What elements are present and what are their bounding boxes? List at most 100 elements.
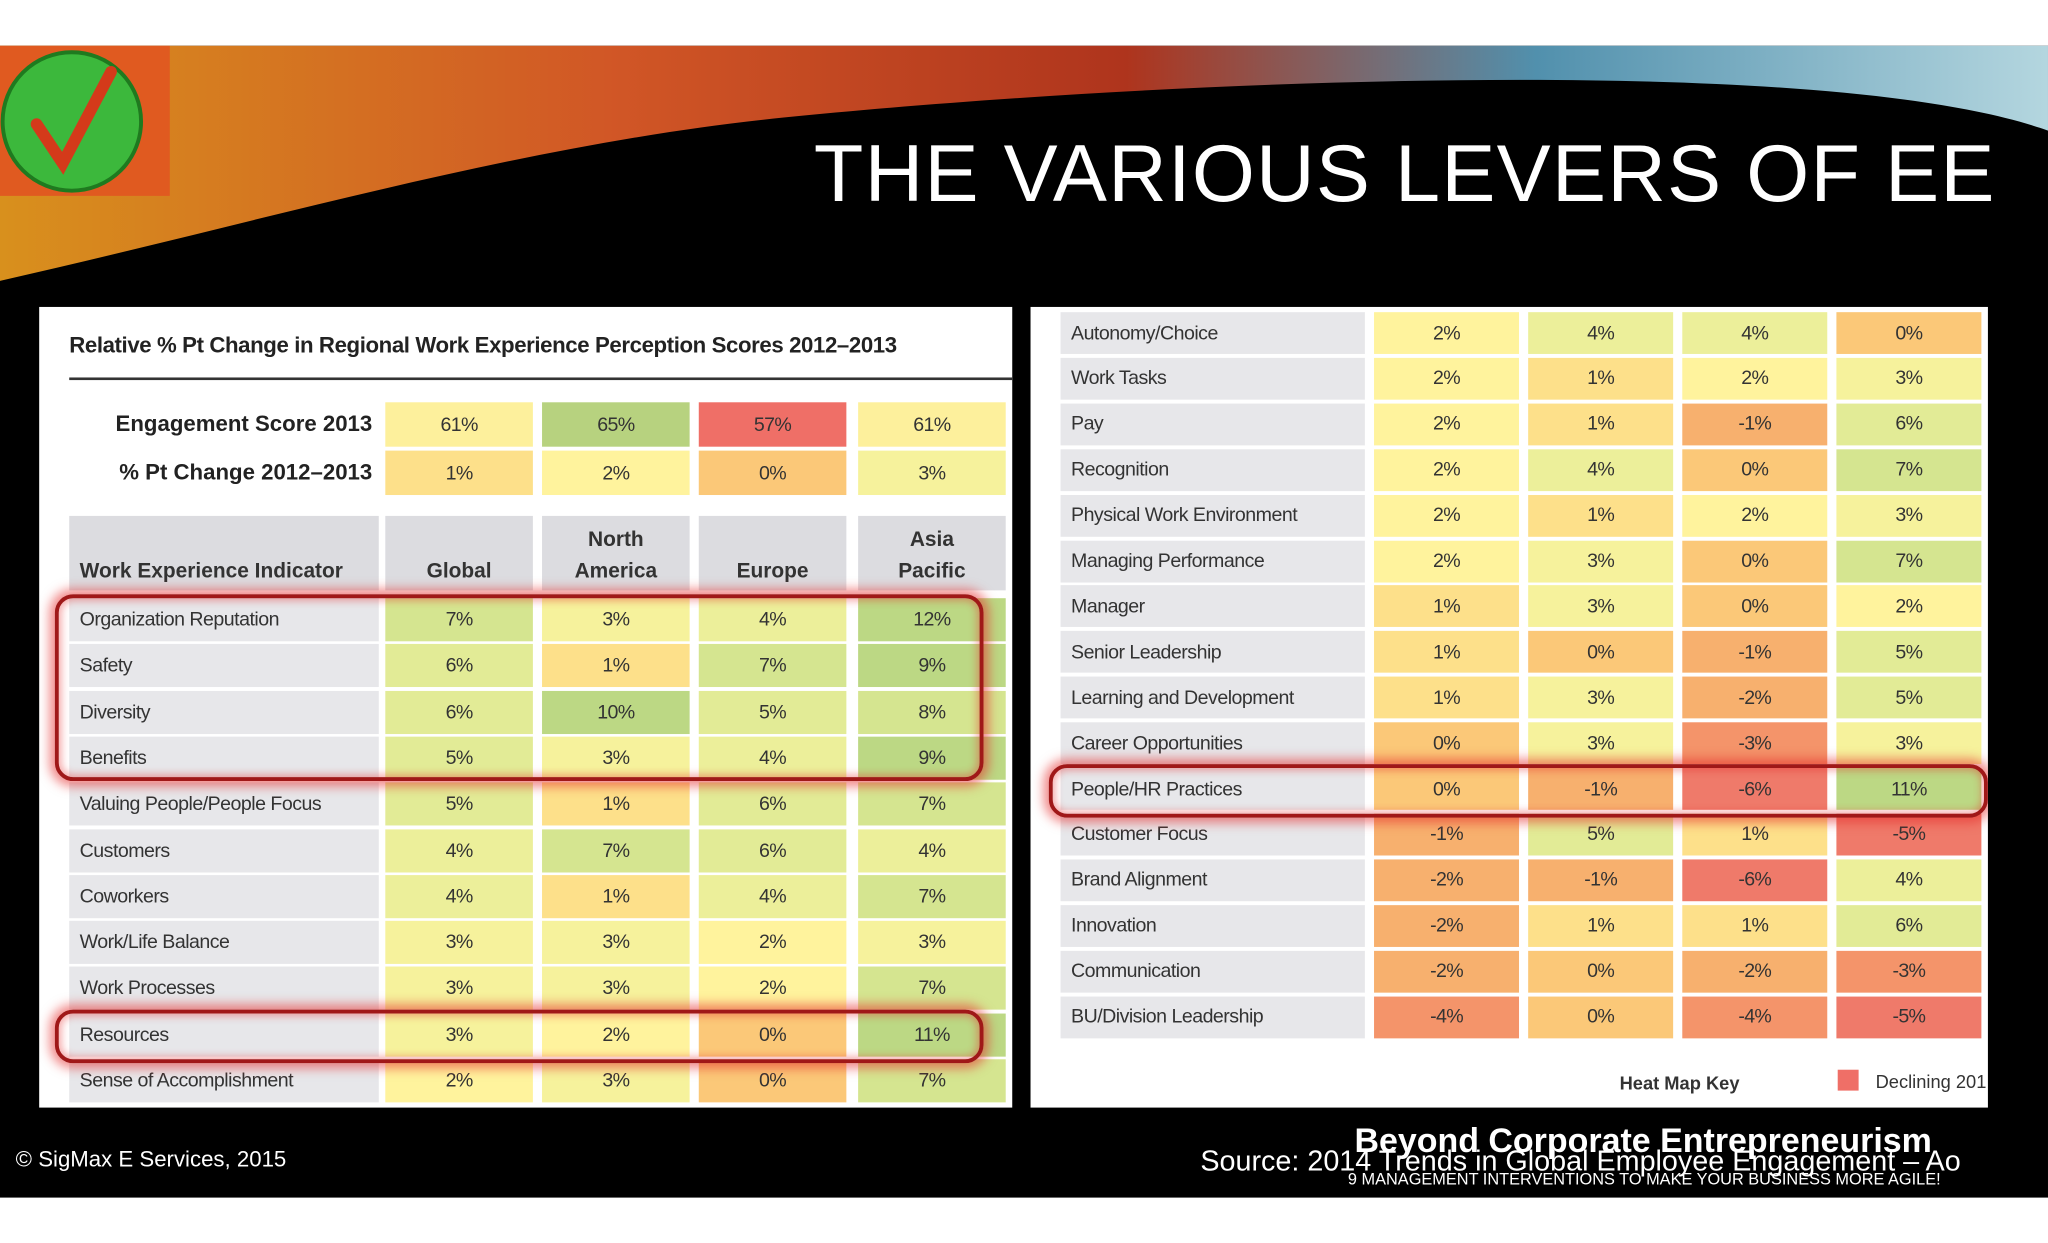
heat-cell: -1%	[1682, 631, 1828, 674]
heat-cell: 2%	[1374, 357, 1520, 400]
heat-cell: -4%	[1682, 995, 1828, 1038]
summary-cell: 0%	[698, 450, 847, 496]
heat-cell: 1%	[1528, 403, 1674, 446]
heat-cell: 0%	[1374, 722, 1520, 765]
heat-cell: 3%	[385, 1013, 533, 1057]
heat-cell: 0%	[698, 1059, 847, 1103]
column-header: North America	[542, 515, 690, 591]
key-declining: Declining 201	[1875, 1071, 1987, 1092]
row-label: Pay	[1060, 403, 1365, 446]
heat-cell: 0%	[1528, 950, 1674, 993]
heat-cell: 0%	[698, 1013, 847, 1057]
heat-cell: 2%	[698, 920, 847, 965]
heat-cell: -1%	[1682, 403, 1828, 446]
brand: Beyond Corporate Entrepreneurism	[1354, 1120, 1932, 1160]
heat-cell: -4%	[1374, 995, 1520, 1038]
heat-cell: 1%	[542, 782, 690, 826]
left-panel: Relative % Pt Change in Regional Work Ex…	[39, 306, 1013, 1108]
row-label: People/HR Practices	[1060, 767, 1365, 810]
heat-cell: 0%	[1374, 767, 1520, 810]
heat-cell: 3%	[1836, 722, 1982, 765]
heat-cell: 7%	[698, 644, 847, 688]
summary-cell: 65%	[542, 402, 690, 447]
heat-cell: 0%	[1682, 585, 1828, 628]
heat-cell: 7%	[542, 828, 690, 872]
summary-cell: 2%	[542, 450, 690, 496]
heat-cell: 1%	[1528, 494, 1674, 537]
summary-label: % Pt Change 2012–2013	[119, 459, 373, 485]
heat-cell: 4%	[1682, 312, 1828, 354]
heat-cell: 2%	[385, 1059, 533, 1103]
summary-cell: 3%	[858, 450, 1006, 496]
heat-cell: 2%	[1374, 540, 1520, 582]
heat-cell: -1%	[1528, 859, 1674, 901]
heat-cell: 6%	[698, 828, 847, 872]
row-label: Communication	[1060, 950, 1365, 993]
heat-cell: 6%	[698, 782, 847, 826]
row-label: Work Tasks	[1060, 357, 1365, 400]
heat-cell: 2%	[542, 1013, 690, 1057]
heat-cell: 4%	[698, 874, 847, 918]
heat-cell: 5%	[385, 736, 533, 780]
row-label: Recognition	[1060, 448, 1365, 491]
heat-cell: 2%	[1374, 403, 1520, 446]
heat-cell: 10%	[542, 690, 690, 734]
heat-cell: 6%	[385, 644, 533, 688]
heat-cell: 5%	[1836, 676, 1982, 719]
heat-cell: 2%	[1374, 494, 1520, 537]
row-label: Physical Work Environment	[1060, 494, 1365, 537]
heat-cell: 8%	[858, 690, 1006, 734]
heat-cell: 4%	[1528, 312, 1674, 354]
heat-cell: -5%	[1836, 995, 1982, 1038]
heat-cell: 7%	[1836, 540, 1982, 582]
heat-cell: 3%	[542, 598, 690, 642]
row-label: Safety	[69, 644, 379, 688]
heat-cell: 2%	[1682, 494, 1828, 537]
row-label: Coworkers	[69, 874, 379, 918]
column-header: Asia Pacific	[858, 515, 1006, 591]
heat-cell: 2%	[1836, 585, 1982, 628]
heat-cell: -3%	[1682, 722, 1828, 765]
summary-cell: 1%	[385, 450, 533, 496]
heat-cell: 0%	[1682, 448, 1828, 491]
heat-cell: -6%	[1682, 859, 1828, 901]
heat-cell: 3%	[385, 967, 533, 1011]
heat-cell: 3%	[542, 736, 690, 780]
heat-cell: 5%	[385, 782, 533, 826]
heat-cell: 5%	[698, 690, 847, 734]
heat-cell: 4%	[1836, 859, 1982, 901]
heat-cell: 3%	[542, 1059, 690, 1103]
heat-cell: 1%	[1528, 904, 1674, 947]
heat-cell: -2%	[1682, 676, 1828, 719]
heat-cell: 1%	[1374, 631, 1520, 674]
heat-cell: 7%	[858, 874, 1006, 918]
heat-cell: 1%	[1528, 357, 1674, 400]
heat-cell: 7%	[858, 782, 1006, 826]
heat-cell: 9%	[858, 736, 1006, 780]
row-label: Benefits	[69, 736, 379, 780]
heat-cell: 7%	[385, 598, 533, 642]
heat-cell: 4%	[698, 598, 847, 642]
row-label: Autonomy/Choice	[1060, 312, 1365, 354]
heat-cell: 9%	[858, 644, 1006, 688]
row-label: Manager	[1060, 585, 1365, 628]
heat-cell: 1%	[1682, 904, 1828, 947]
heat-cell: -2%	[1374, 950, 1520, 993]
heat-cell: 4%	[698, 736, 847, 780]
heat-cell: 2%	[1374, 312, 1520, 354]
heat-cell: 3%	[1528, 585, 1674, 628]
row-label: Sense of Accomplishment	[69, 1059, 379, 1103]
column-header: Work Experience Indicator	[69, 515, 379, 591]
heat-cell: 2%	[698, 967, 847, 1011]
heat-cell: 7%	[858, 1059, 1006, 1103]
bottom-strip	[0, 1197, 2048, 1243]
row-label: BU/Division Leadership	[1060, 995, 1365, 1038]
heat-cell: 1%	[1374, 676, 1520, 719]
row-label: Resources	[69, 1013, 379, 1057]
column-header: Europe	[698, 515, 847, 591]
row-label: Diversity	[69, 690, 379, 734]
heat-cell: 4%	[858, 828, 1006, 872]
heat-cell: 0%	[1682, 540, 1828, 582]
heat-cell: 3%	[542, 967, 690, 1011]
row-label: Senior Leadership	[1060, 631, 1365, 674]
